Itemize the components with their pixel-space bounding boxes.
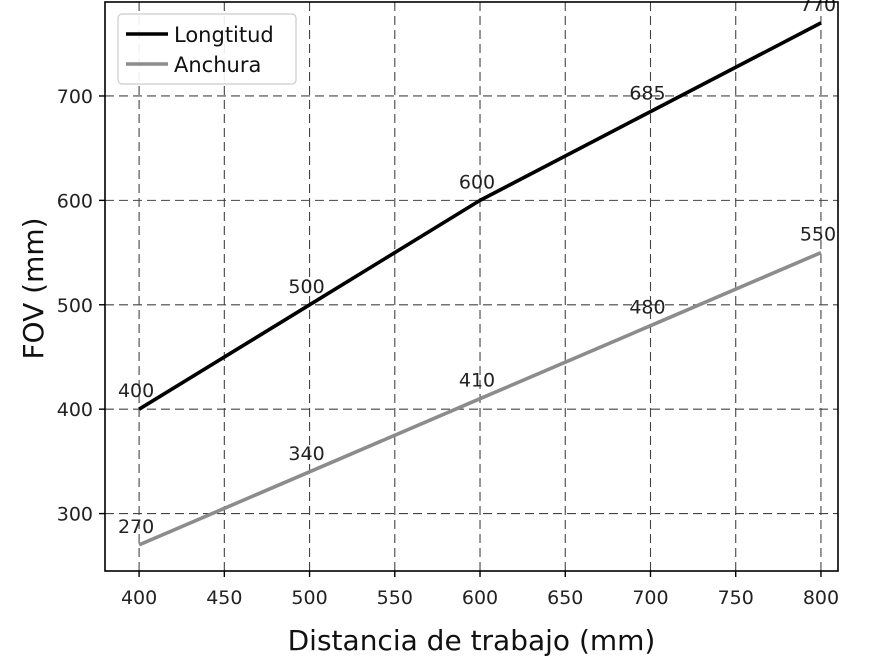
- series-line-1: [138, 21, 822, 411]
- data-label: 340: [288, 443, 324, 465]
- grid-lines: [105, 2, 838, 571]
- x-axis-title: Distancia de trabajo (mm): [288, 624, 656, 657]
- y-tick-label: 300: [57, 504, 93, 526]
- x-tick-label: 800: [803, 587, 839, 609]
- data-labels: 400 500 600 685 770 270 340 410 480 550: [118, 0, 836, 538]
- x-tick-label: 600: [462, 587, 498, 609]
- y-tick-label: 600: [57, 190, 93, 212]
- plot-frame: [104, 1, 839, 572]
- data-label: 770: [800, 0, 836, 16]
- legend: Longtitud Anchura: [117, 13, 297, 85]
- legend-label: Longtitud: [174, 23, 274, 47]
- data-label: 400: [118, 380, 154, 402]
- data-label: 550: [800, 224, 836, 246]
- y-tick-label: 700: [57, 86, 93, 108]
- legend-box: [117, 13, 297, 85]
- y-tick-label: 500: [57, 295, 93, 317]
- data-label: 600: [459, 171, 495, 193]
- x-tick-label: 500: [291, 587, 327, 609]
- x-tick-label: 400: [121, 587, 157, 609]
- y-tick-label: 400: [57, 399, 93, 421]
- x-axis-ticks: 400 450 500 550 600 650 700 750 800: [121, 571, 839, 609]
- x-tick-label: 750: [718, 587, 754, 609]
- data-label: 270: [118, 516, 154, 538]
- x-tick-label: 550: [377, 587, 413, 609]
- data-label: 500: [288, 276, 324, 298]
- x-tick-label: 650: [547, 587, 583, 609]
- data-label: 410: [459, 370, 495, 392]
- y-axis-title: FOV (mm): [17, 217, 50, 359]
- series-line-2: [138, 250, 822, 547]
- data-label: 685: [629, 83, 665, 105]
- x-tick-label: 700: [632, 587, 668, 609]
- x-tick-label: 450: [206, 587, 242, 609]
- legend-label: Anchura: [174, 53, 261, 77]
- series-lines: [138, 21, 822, 547]
- data-label: 480: [629, 297, 665, 319]
- y-axis-ticks: 300 400 500 600 700: [57, 86, 105, 526]
